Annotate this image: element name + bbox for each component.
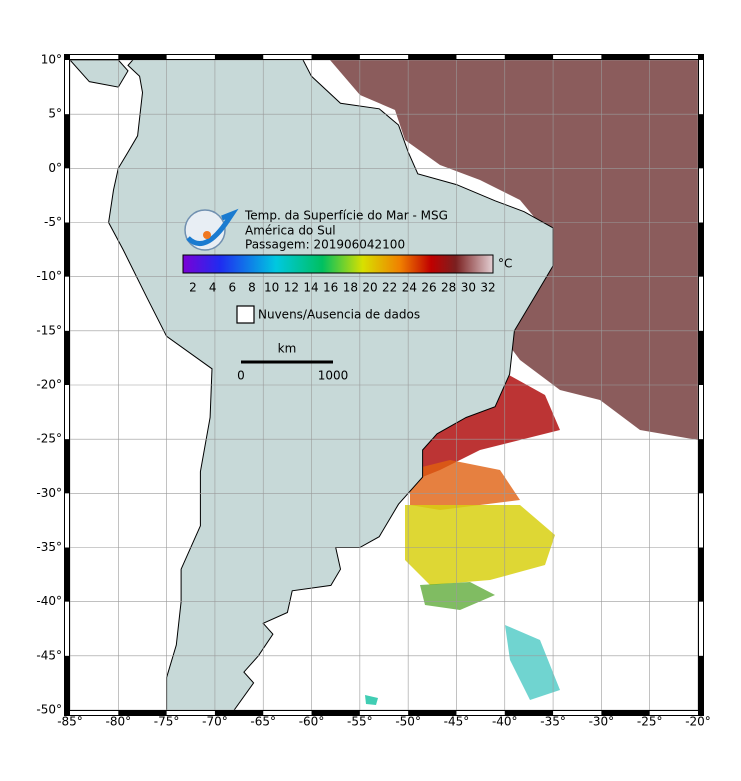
lat-label: -30° [36, 486, 62, 500]
lon-label: -55° [347, 715, 373, 729]
colorbar-tick-label: 2 [189, 281, 197, 295]
legend-title: Temp. da Superfície do Mar - MSG [244, 209, 448, 223]
colorbar-tick-label: 28 [441, 281, 456, 295]
frame-segment [699, 601, 703, 656]
frame-segment [70, 711, 119, 715]
lon-label: -35° [540, 715, 566, 729]
frame-segment [166, 711, 215, 715]
frame-segment [65, 601, 69, 656]
logo-dot [203, 231, 211, 239]
frame-segment [65, 168, 69, 223]
lat-label: -45° [36, 648, 62, 662]
colorbar-tick-label: 8 [248, 281, 256, 295]
sst-warm [330, 60, 698, 440]
colorbar-unit: °C [498, 257, 512, 271]
lon-label: -50° [395, 715, 421, 729]
lat-label: -35° [36, 540, 62, 554]
lon-label: -80° [106, 715, 132, 729]
lat-label: 5° [48, 107, 62, 121]
lat-label: -25° [36, 432, 62, 446]
colorbar-tick-label: 10 [264, 281, 279, 295]
colorbar-tick-label: 18 [343, 281, 358, 295]
lon-label: -85° [57, 715, 83, 729]
frame-segment [65, 493, 69, 548]
colorbar-tick-label: 30 [461, 281, 476, 295]
frame-segment [699, 168, 703, 223]
lon-label: -25° [637, 715, 663, 729]
colorbar-tick-label: 14 [303, 281, 318, 295]
colorbar-tick-label: 6 [229, 281, 237, 295]
sst-cyan [505, 625, 560, 700]
scale-unit: km [278, 342, 297, 356]
colorbar-tick-label: 22 [382, 281, 397, 295]
scale-label: 0 [237, 369, 245, 383]
lon-label: -45° [444, 715, 470, 729]
lon-label: -65° [250, 715, 276, 729]
legend-title: América do Sul [245, 224, 336, 238]
frame-segment [649, 55, 698, 59]
frame-segment [359, 55, 409, 59]
frame-segment [359, 711, 409, 715]
no-data-swatch [236, 305, 255, 324]
sst-cyan-2 [365, 695, 378, 705]
lat-label: 0° [48, 161, 62, 175]
legend-title: Passagem: 201906042100 [245, 238, 405, 252]
axis-labels: 10° 5° 0° -5° -10° -15° -20° -25° -30° -35° -40° -4… [36, 53, 710, 729]
frame-segment [65, 60, 69, 115]
colorbar-tick-label: 4 [209, 281, 217, 295]
legend: Temp. da Superfície do Mar - MSG América… [182, 208, 512, 383]
map-frame [64, 54, 704, 716]
frame-segment [65, 385, 69, 440]
colorbar-tick-label: 16 [323, 281, 338, 295]
sst-yellow [405, 505, 555, 585]
sst-orange [410, 460, 520, 510]
frame-segment [456, 55, 505, 59]
lat-label: -50° [36, 703, 62, 717]
lon-label: -60° [299, 715, 325, 729]
lat-label: -40° [36, 594, 62, 608]
frame-segment [553, 55, 602, 59]
frame-segment [70, 55, 119, 59]
frame-segment [263, 55, 312, 59]
no-data-label: Nuvens/Ausencia de dados [258, 308, 420, 322]
lon-label: -30° [589, 715, 615, 729]
frame-segment [65, 276, 69, 331]
colorbar-ticks: 2 4 6 8 10 12 14 16 18 20 22 24 26 28 30 32 [189, 281, 495, 295]
frame-segment [166, 55, 215, 59]
lon-label: -70° [202, 715, 228, 729]
colorbar-tick-label: 26 [421, 281, 436, 295]
frame-segment [699, 276, 703, 331]
colorbar-tick-label: 32 [480, 281, 495, 295]
lat-label: -10° [36, 269, 62, 283]
lon-label: -40° [492, 715, 518, 729]
frame-segment [699, 60, 703, 115]
frame-segment [456, 711, 505, 715]
logo-arrow [186, 208, 239, 246]
frame-segment [263, 711, 312, 715]
colorbar-tick-label: 24 [402, 281, 417, 295]
scale-label: 1000 [318, 369, 349, 383]
central-america [70, 60, 129, 88]
lon-label: -20° [685, 715, 711, 729]
colorbar-tick-label: 12 [284, 281, 299, 295]
frame-segment [699, 385, 703, 440]
frame-segment [649, 711, 698, 715]
frame-segment [699, 493, 703, 548]
lon-label: -75° [154, 715, 180, 729]
colorbar [182, 254, 494, 274]
lat-label: -20° [36, 378, 62, 392]
lat-label: 10° [41, 53, 62, 67]
sst-green [420, 582, 495, 610]
lat-label: -15° [36, 323, 62, 337]
colorbar-tick-label: 20 [362, 281, 377, 295]
frame-segment [553, 711, 602, 715]
lat-label: -5° [44, 215, 62, 229]
